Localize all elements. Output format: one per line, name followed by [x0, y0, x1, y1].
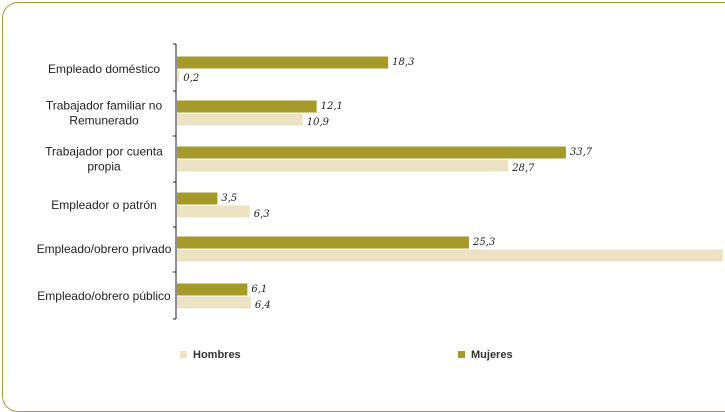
bar-mujeres [177, 192, 218, 205]
value-label-mujeres: 18,3 [392, 57, 414, 68]
category-label: Trabajador por cuenta [45, 145, 163, 159]
value-label-hombres: 6,3 [254, 209, 270, 220]
legend-swatch [458, 351, 465, 358]
bar-hombres [177, 296, 251, 309]
bar-hombres [177, 159, 509, 172]
bar-chart: Empleado doméstico Trabajador familiar no… [37, 43, 723, 361]
bar-hombres [177, 249, 723, 262]
bar-hombres [177, 205, 250, 218]
value-label-mujeres: 6,1 [251, 284, 267, 295]
value-label-hombres: 6,4 [255, 300, 271, 311]
legend-label: Mujeres [471, 349, 513, 361]
bar-mujeres [177, 100, 317, 113]
legend-label: Hombres [193, 349, 241, 361]
value-label-hombres: 10,9 [307, 117, 330, 128]
value-label-mujeres: 3,5 [221, 193, 237, 204]
value-label-hombres: 28,7 [511, 163, 535, 174]
value-label-hombres: 0,2 [183, 73, 199, 84]
bar-hombres [177, 113, 303, 126]
bar-mujeres [177, 56, 389, 69]
bar-mujeres [177, 236, 469, 249]
category-label: Remunerado [69, 114, 139, 128]
bar-mujeres [177, 283, 248, 296]
category-label: Empleado/obrero público [37, 289, 171, 303]
legend-swatch [180, 351, 187, 358]
value-label-mujeres: 12,1 [321, 101, 343, 112]
category-label: Empleado doméstico [48, 62, 160, 76]
category-label: propia [87, 160, 121, 174]
value-label-mujeres: 25,3 [472, 237, 495, 248]
category-label: Empleador o patrón [51, 198, 156, 212]
bar-mujeres [177, 146, 566, 159]
category-label: Trabajador familiar no [46, 99, 163, 113]
bar-hombres [177, 69, 180, 82]
category-label: Empleado/obrero privado [37, 242, 172, 256]
value-label-mujeres: 33,7 [570, 147, 593, 158]
